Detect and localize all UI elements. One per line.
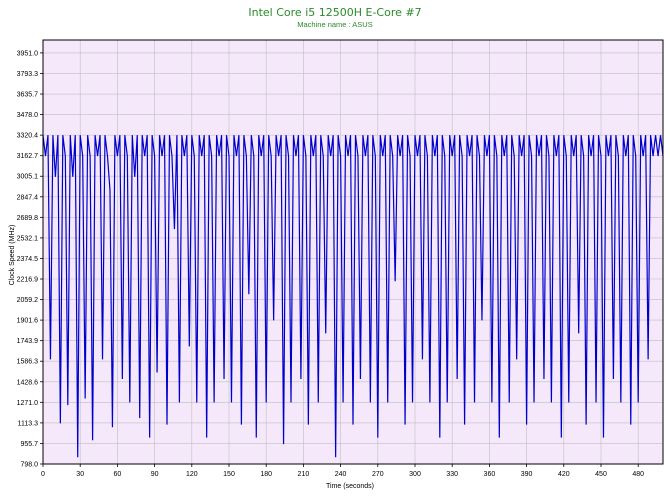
series-line <box>42 135 664 458</box>
x-tick-label: 0 <box>41 471 45 478</box>
x-tick-label: 390 <box>521 471 533 478</box>
x-tick-label: 270 <box>372 471 384 478</box>
y-tick-label: 3951.0 <box>17 50 39 57</box>
y-tick-label: 3635.7 <box>17 92 39 99</box>
x-tick-label: 240 <box>335 471 347 478</box>
y-tick-label: 2059.2 <box>17 297 39 304</box>
y-tick-label: 3793.3 <box>17 71 39 78</box>
x-tick-label: 150 <box>223 471 235 478</box>
x-tick-label: 120 <box>186 471 198 478</box>
y-tick-label: 3320.4 <box>17 133 39 140</box>
x-tick-label: 300 <box>409 471 421 478</box>
y-tick-label: 2216.9 <box>17 277 39 284</box>
y-tick-label: 798.0 <box>20 462 38 469</box>
y-tick-label: 1586.3 <box>17 359 39 366</box>
y-tick-label: 2847.4 <box>17 194 39 201</box>
y-tick-label: 955.7 <box>20 441 38 448</box>
y-tick-label: 3162.7 <box>17 153 39 160</box>
y-tick-label: 2689.8 <box>17 215 39 222</box>
x-tick-label: 180 <box>260 471 272 478</box>
y-tick-label: 2532.1 <box>17 235 39 242</box>
y-tick-label: 2374.5 <box>17 256 39 263</box>
chart-subtitle: Machine name : ASUS <box>297 20 372 29</box>
x-tick-label: 330 <box>446 471 458 478</box>
x-axis-label: Time (seconds) <box>326 483 374 490</box>
y-tick-label: 1113.3 <box>18 420 38 427</box>
x-tick-label: 480 <box>632 471 644 478</box>
y-tick-label: 1743.9 <box>17 338 39 345</box>
y-axis-label: Clock Speed (MHz) <box>9 225 16 286</box>
series-group <box>42 135 664 458</box>
x-tick-label: 90 <box>151 471 159 478</box>
x-tick-label: 60 <box>114 471 122 478</box>
y-axis-ticks: 798.0 955.7 1113.3 1271.0 1428.6 1586.3 1743.9… <box>17 50 43 469</box>
y-tick-label: 3005.1 <box>17 174 39 181</box>
x-tick-label: 30 <box>76 471 84 478</box>
x-axis-ticks: 0 30 60 90 120 150 180 210 240 270 300 330 360 390 420… <box>41 464 644 478</box>
x-tick-label: 210 <box>298 471 310 478</box>
y-tick-label: 3478.0 <box>17 112 39 119</box>
y-tick-label: 1271.0 <box>17 400 39 407</box>
plot-frame <box>42 39 664 465</box>
x-tick-label: 360 <box>484 471 496 478</box>
y-tick-label: 1901.6 <box>17 318 39 325</box>
chart-title: Intel Core i5 12500H E-Core #7 <box>248 6 421 19</box>
y-tick-label: 1428.6 <box>17 379 39 386</box>
x-tick-label: 420 <box>558 471 570 478</box>
x-tick-label: 450 <box>595 471 607 478</box>
